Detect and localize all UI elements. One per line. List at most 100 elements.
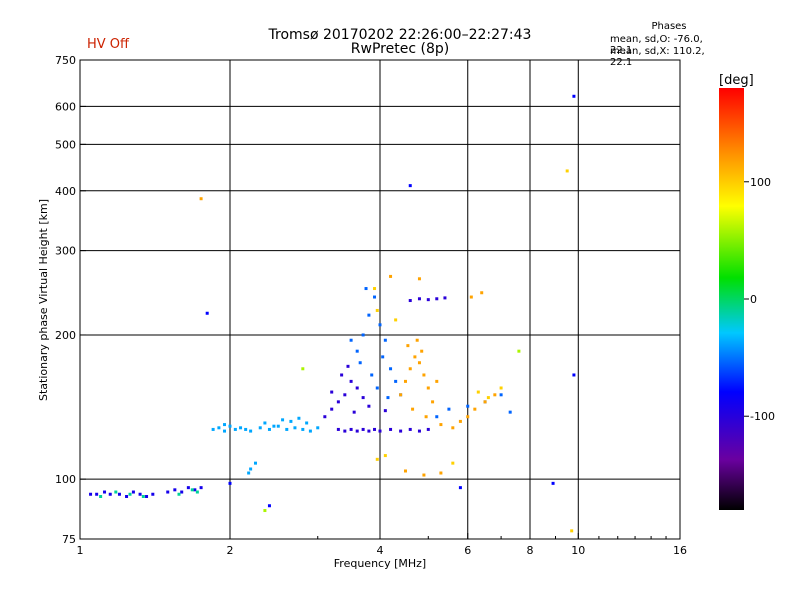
data-point (263, 421, 267, 425)
data-point (426, 386, 430, 390)
colorbar-tick-label: 100 (750, 176, 771, 189)
data-point (193, 488, 197, 492)
data-point (138, 492, 142, 496)
chart-title-line2: RwPretec (8p) (350, 41, 450, 57)
data-point (301, 427, 305, 431)
data-point (336, 427, 340, 431)
data-point (249, 429, 253, 433)
data-point (281, 418, 285, 422)
data-point (394, 318, 398, 322)
data-point (244, 427, 248, 431)
data-point (186, 486, 190, 490)
data-point (361, 333, 365, 337)
x-tick-label: 6 (464, 544, 471, 557)
y-tick-label: 200 (55, 329, 76, 342)
data-point (367, 404, 371, 408)
data-point (364, 287, 368, 291)
data-point (386, 396, 390, 400)
data-point (267, 427, 271, 431)
data-point (128, 492, 132, 496)
data-point (308, 429, 312, 433)
data-point (145, 494, 149, 498)
data-point (411, 407, 415, 411)
x-tick-label: 4 (377, 544, 384, 557)
data-point (435, 415, 439, 419)
data-point (408, 427, 412, 431)
data-point (476, 390, 480, 394)
data-point (103, 490, 107, 494)
data-point (383, 454, 387, 458)
data-point (293, 426, 297, 430)
data-point (508, 410, 512, 414)
data-point (422, 373, 426, 377)
data-point (349, 379, 353, 383)
data-point (355, 386, 359, 390)
x-tick-label: 10 (571, 544, 585, 557)
data-point (458, 419, 462, 423)
data-point (480, 291, 484, 295)
data-point (263, 509, 267, 513)
y-tick-label: 300 (55, 245, 76, 258)
data-point (408, 367, 412, 371)
data-point (435, 297, 439, 301)
data-point (373, 427, 377, 431)
data-point (415, 338, 419, 342)
y-tick-label: 750 (55, 54, 76, 67)
data-point (330, 390, 334, 394)
data-point (114, 490, 118, 494)
data-point (95, 492, 99, 496)
data-point (373, 287, 377, 291)
y-tick-label: 100 (55, 473, 76, 486)
data-point (228, 481, 232, 485)
data-point (375, 308, 379, 312)
data-point (108, 492, 112, 496)
data-point (346, 364, 350, 368)
data-point (267, 504, 271, 508)
colorbar (719, 88, 744, 510)
data-point (406, 344, 410, 348)
data-point (565, 169, 569, 173)
data-point (466, 415, 470, 419)
data-point (367, 313, 371, 317)
data-point (336, 400, 340, 404)
data-point (141, 494, 145, 498)
data-point (205, 311, 209, 315)
data-point (131, 490, 135, 494)
data-point (190, 488, 194, 492)
data-point (426, 427, 430, 431)
data-point (211, 427, 215, 431)
phases-x-stats: mean, sd,X: 110.2, 22.1 (610, 46, 705, 68)
data-point (223, 429, 227, 433)
data-point (375, 386, 379, 390)
y-tick-label: 75 (62, 533, 76, 546)
data-point (417, 297, 421, 301)
data-point (572, 373, 576, 377)
data-point (389, 367, 393, 371)
data-point (417, 429, 421, 433)
data-point (177, 492, 181, 496)
data-point (195, 490, 199, 494)
data-point (570, 529, 574, 533)
data-point (483, 400, 487, 404)
data-point (343, 429, 347, 433)
phases-o-stats: mean, sd,O: -76.0, 22.1 (610, 34, 703, 56)
data-point (276, 424, 280, 428)
y-tick-label: 600 (55, 100, 76, 113)
data-point (431, 400, 435, 404)
y-tick-label: 500 (55, 138, 76, 151)
data-point (99, 494, 103, 498)
data-point (389, 274, 393, 278)
data-point (352, 410, 356, 414)
data-point (285, 427, 289, 431)
data-point (486, 396, 490, 400)
data-point (370, 373, 374, 377)
data-point (375, 457, 379, 461)
data-point (340, 373, 344, 377)
data-point (403, 379, 407, 383)
data-point (439, 471, 443, 475)
data-point (417, 361, 421, 365)
plot-frame (79, 59, 681, 540)
data-point (361, 396, 365, 400)
data-point (223, 423, 227, 427)
data-point (466, 404, 470, 408)
